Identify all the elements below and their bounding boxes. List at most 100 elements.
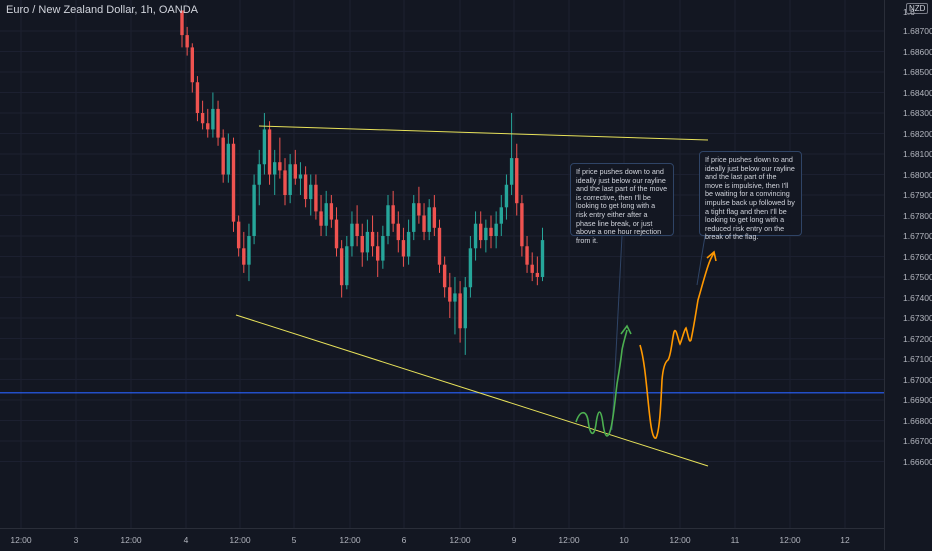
price-label: 1.68200 — [903, 128, 932, 139]
time-label: 12:00 — [669, 535, 691, 545]
price-label: 1.67900 — [903, 190, 932, 200]
candle-body — [525, 246, 529, 265]
candle-body — [288, 164, 292, 195]
candle-body — [391, 205, 395, 224]
candle-body — [365, 231, 370, 253]
price-label: 1.67000 — [903, 374, 932, 385]
time-axis[interactable] — [0, 528, 884, 551]
price-label: 1.67100 — [903, 354, 932, 364]
candle-body — [515, 158, 519, 204]
candle-body — [540, 240, 545, 277]
time-label: 12:00 — [558, 535, 580, 545]
candle-body — [200, 113, 205, 124]
price-label: 1.68300 — [903, 108, 932, 118]
candle-body — [484, 227, 488, 241]
candle-body — [319, 211, 323, 226]
candle-body — [190, 47, 194, 83]
candle-body — [293, 164, 297, 179]
price-scale[interactable] — [884, 0, 932, 550]
candle-body — [427, 207, 431, 232]
time-label: 12:00 — [120, 535, 142, 545]
candle-body — [535, 272, 540, 277]
candle-body — [226, 143, 231, 175]
candle-body — [494, 223, 498, 236]
price-label: 1.68700 — [903, 26, 932, 36]
time-label: 4 — [183, 535, 189, 545]
candle-body — [334, 219, 339, 249]
candle-body — [453, 293, 457, 302]
candle-body — [252, 184, 256, 236]
candle-body — [463, 287, 467, 329]
candle-body — [499, 207, 503, 224]
price-label: 1.66600 — [903, 456, 932, 467]
upper-trendline[interactable] — [258, 125, 709, 141]
candle-body — [303, 174, 308, 200]
candle-body — [406, 231, 411, 257]
time-label: 12 — [840, 535, 850, 545]
candle-body — [324, 203, 328, 226]
chart-grid — [0, 0, 884, 528]
price-label-top-cut: 1.6 — [903, 7, 915, 17]
candle-body — [283, 170, 287, 195]
candle-body — [370, 231, 375, 247]
currency-tag[interactable]: NZD — [906, 3, 929, 14]
candle-body — [401, 240, 406, 257]
candle-body — [509, 158, 514, 185]
candle-body — [309, 184, 313, 200]
time-label: 12:00 — [779, 535, 801, 545]
candle-body — [262, 129, 267, 165]
candle-body — [242, 248, 246, 265]
impulsive-arrow-head — [706, 250, 717, 262]
time-label: 3 — [73, 535, 79, 545]
candle-body — [520, 203, 524, 247]
candle-body — [386, 205, 390, 236]
corrective-arrow-head — [620, 324, 632, 335]
candle-body — [396, 223, 400, 241]
price-label: 1.67600 — [903, 251, 932, 262]
time-label: 5 — [291, 535, 297, 545]
candle-body — [345, 246, 349, 286]
candle-body — [412, 203, 416, 232]
price-label: 1.66700 — [903, 436, 932, 446]
candle-body — [257, 164, 261, 185]
candle-body — [278, 162, 282, 171]
candle-body — [360, 236, 364, 253]
price-label: 1.67300 — [903, 313, 932, 323]
candle-body — [247, 236, 251, 265]
time-label: 6 — [401, 535, 407, 545]
note-corrective[interactable]: If price pushes down to and ideally just… — [570, 163, 674, 245]
candle-body — [376, 246, 380, 261]
candle-body — [350, 223, 354, 247]
candle-body — [422, 215, 426, 232]
candle-body — [267, 129, 272, 175]
note-impulsive[interactable]: If price pushes down to and ideally just… — [699, 151, 802, 241]
note-left-connector — [611, 235, 623, 431]
price-label: 1.67200 — [903, 333, 932, 344]
price-label: 1.68000 — [903, 169, 932, 180]
candle-body — [437, 227, 442, 265]
candle-body — [417, 203, 421, 216]
price-label: 1.67400 — [903, 292, 932, 303]
impulsive-path-drawing[interactable] — [639, 252, 715, 439]
candle-body — [432, 207, 437, 228]
candle-body — [185, 35, 189, 48]
candle-body — [355, 223, 359, 236]
candle-body — [236, 221, 241, 249]
time-label: 12:00 — [339, 535, 361, 545]
price-label: 1.66800 — [903, 415, 932, 426]
note-right-connector — [696, 235, 706, 286]
candle-body — [442, 264, 447, 288]
price-label: 1.68600 — [903, 46, 932, 57]
price-label: 1.66900 — [903, 395, 932, 405]
candle-body — [329, 203, 334, 220]
candle-body — [473, 223, 478, 249]
candle-body — [381, 236, 385, 261]
time-label: 12:00 — [229, 535, 251, 545]
lower-trendline[interactable] — [235, 314, 709, 467]
price-label: 1.68500 — [903, 67, 932, 77]
time-label: 12:00 — [10, 535, 32, 545]
candle-body — [530, 264, 534, 273]
candle-body — [216, 108, 220, 138]
corrective-path-drawing[interactable] — [575, 329, 628, 437]
